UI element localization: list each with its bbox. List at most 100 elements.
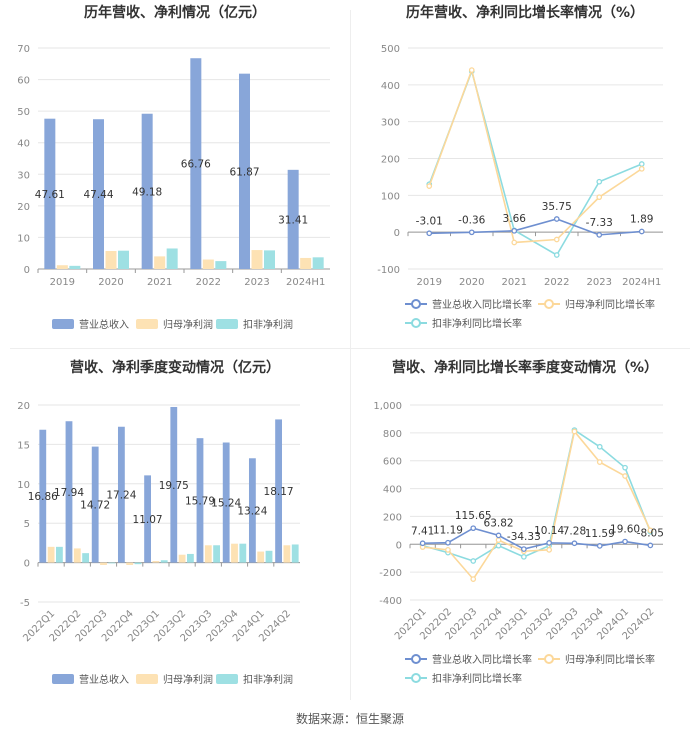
y-tick-label: 200 (381, 155, 400, 166)
y-tick-label: -100 (377, 265, 400, 276)
legend-revenue-growth[interactable]: 营业总收入同比增长率 (405, 651, 532, 666)
bar (239, 543, 247, 563)
data-point (553, 252, 560, 258)
legend-swatch (405, 653, 427, 664)
data-label: 15.79 (185, 495, 215, 507)
bar (100, 562, 107, 565)
chart-legend: 营业总收入同比增长率 归母净利同比增长率 扣非净利同比增长率 (350, 296, 700, 330)
bar (69, 265, 81, 269)
data-label: 17.24 (106, 490, 136, 502)
data-label: 115.65 (455, 510, 492, 522)
data-label: 1.89 (630, 213, 653, 225)
legend-label: 归母净利润 (163, 320, 213, 331)
data-point (571, 428, 578, 435)
y-tick-label: 60 (17, 76, 30, 87)
legend-parent-growth[interactable]: 归母净利同比增长率 (538, 296, 655, 311)
bar (56, 265, 68, 269)
bar (65, 421, 73, 563)
data-label: 17.94 (54, 487, 84, 499)
annual-revenue-profit-panel: 历年营收、净利情况（亿元） 0 10 20 30 40 50 60 70 2019 2020 202… (0, 0, 350, 345)
data-label: 47.61 (35, 189, 65, 201)
data-point (553, 216, 560, 222)
legend-nonrecurring-profit[interactable]: 扣非净利润 (216, 671, 293, 686)
y-tick-label: 0 (24, 265, 30, 276)
data-point (521, 546, 527, 552)
data-point (426, 183, 433, 189)
y-tick-label: 70 (17, 44, 30, 55)
legend-revenue[interactable]: 营业总收入 (52, 316, 129, 331)
legend-swatch (405, 672, 427, 683)
y-tick-label: 10 (17, 233, 30, 244)
data-point (647, 527, 654, 534)
legend-swatch (136, 318, 158, 329)
bar (248, 458, 256, 563)
data-point (622, 464, 628, 471)
series-line (422, 527, 651, 550)
bar (231, 543, 238, 563)
series-line (429, 218, 642, 236)
bar (166, 248, 178, 269)
y-tick-label: 500 (381, 44, 400, 55)
legend-swatch (216, 673, 238, 684)
y-tick-label: -5 (20, 598, 30, 609)
legend-revenue-growth[interactable]: 营业总收入同比增长率 (405, 296, 532, 311)
legend-swatch (538, 653, 560, 664)
x-tick-label: 2022 (544, 277, 569, 288)
data-label: 66.76 (181, 159, 211, 171)
bar (215, 261, 227, 269)
legend-swatch (405, 317, 427, 328)
chart-legend: 营业总收入 归母净利润 扣非净利润 (0, 316, 350, 331)
y-tick-label: 0 (394, 228, 400, 239)
data-point (622, 473, 628, 479)
data-point (495, 542, 502, 549)
x-tick-label: 2023 (587, 277, 612, 288)
legend-swatch (405, 298, 427, 309)
bar (178, 554, 186, 563)
bar (190, 58, 202, 269)
data-label: 13.24 (237, 505, 267, 517)
legend-nonrecurring-growth[interactable]: 扣非净利同比增长率 (405, 670, 522, 685)
legend-label: 归母净利同比增长率 (565, 655, 655, 666)
bar (265, 550, 273, 563)
data-point (596, 232, 603, 238)
y-tick-label: 0 (396, 540, 402, 551)
data-label: 19.75 (159, 480, 189, 492)
bar (152, 561, 160, 563)
data-point (426, 230, 433, 237)
bar (264, 250, 275, 269)
legend-nonrecurring-growth[interactable]: 扣非净利同比增长率 (405, 315, 522, 330)
data-label: 49.18 (132, 186, 162, 198)
data-label: -3.01 (416, 215, 443, 227)
legend-parent-profit[interactable]: 归母净利润 (136, 671, 213, 686)
bar (239, 73, 250, 269)
data-label: 11.59 (585, 528, 615, 540)
y-tick-label: 100 (381, 191, 400, 202)
x-tick-label: 2023 (244, 277, 269, 288)
data-point (638, 228, 645, 235)
data-point (521, 553, 527, 560)
y-tick-label: 300 (381, 118, 400, 129)
bar (170, 406, 178, 563)
legend-parent-profit[interactable]: 归母净利润 (136, 316, 213, 331)
legend-parent-growth[interactable]: 归母净利同比增长率 (538, 651, 655, 666)
bar (222, 442, 230, 563)
bar (283, 545, 291, 563)
legend-revenue[interactable]: 营业总收入 (52, 671, 129, 686)
legend-label: 营业总收入 (79, 675, 129, 686)
x-tick-label: 2020 (459, 277, 484, 288)
data-label: 7.41 (411, 525, 434, 537)
data-point (445, 547, 451, 553)
y-tick-label: 600 (383, 457, 402, 468)
bar (187, 553, 194, 563)
x-tick-label: 2021 (147, 277, 172, 288)
data-point (596, 443, 603, 450)
quarterly-line-chart: -400-20002004006008001,0002022Q12022Q220… (373, 401, 664, 642)
bar (154, 256, 166, 269)
y-tick-label: 10 (17, 480, 30, 491)
bar (82, 553, 90, 563)
data-point (495, 537, 502, 543)
bar (196, 438, 204, 563)
data-label: -0.36 (458, 214, 485, 226)
legend-nonrecurring-profit[interactable]: 扣非净利润 (216, 316, 293, 331)
y-tick-label: 1,000 (373, 401, 402, 412)
